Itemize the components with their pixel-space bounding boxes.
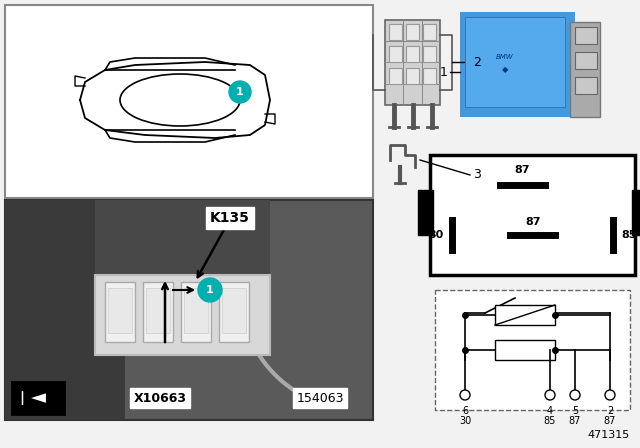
Bar — [430, 155, 635, 275]
Circle shape — [198, 278, 222, 302]
Text: 85: 85 — [621, 230, 636, 240]
Bar — [575, 52, 597, 69]
Ellipse shape — [120, 74, 240, 126]
Bar — [460, 12, 575, 117]
Bar — [570, 22, 600, 117]
Text: 2: 2 — [473, 56, 481, 69]
Circle shape — [460, 390, 470, 400]
Bar — [12, 382, 64, 414]
Text: 3: 3 — [473, 168, 481, 181]
Bar — [105, 282, 135, 342]
Bar — [406, 68, 419, 84]
Bar — [389, 24, 402, 40]
Bar — [435, 290, 630, 410]
Text: 1: 1 — [440, 65, 448, 78]
Text: 1: 1 — [206, 285, 214, 295]
Text: 30: 30 — [459, 416, 471, 426]
Bar — [146, 288, 170, 333]
Text: 87: 87 — [525, 217, 541, 227]
Text: BMW: BMW — [496, 54, 514, 60]
Bar — [575, 27, 597, 44]
Bar — [632, 190, 640, 235]
Circle shape — [605, 390, 615, 400]
Bar — [465, 17, 565, 107]
Bar — [385, 20, 440, 105]
Bar — [5, 200, 125, 420]
Text: 30: 30 — [429, 230, 444, 240]
Bar — [143, 282, 173, 342]
Bar — [5, 200, 373, 420]
Text: 1: 1 — [236, 87, 244, 97]
Text: K135: K135 — [210, 211, 250, 225]
Bar — [222, 288, 246, 333]
Text: 5: 5 — [572, 406, 578, 416]
Text: ◆: ◆ — [502, 65, 508, 74]
Circle shape — [545, 390, 555, 400]
Text: 4: 4 — [547, 406, 553, 416]
Bar — [108, 288, 132, 333]
Bar — [495, 340, 555, 360]
Bar — [184, 288, 208, 333]
Bar — [418, 190, 433, 235]
Text: 6: 6 — [462, 406, 468, 416]
Bar — [423, 46, 436, 62]
Text: 471315: 471315 — [588, 430, 630, 440]
Bar — [95, 275, 270, 355]
Text: 87: 87 — [569, 416, 581, 426]
Circle shape — [570, 390, 580, 400]
Text: ◄: ◄ — [31, 388, 45, 408]
Bar — [389, 68, 402, 84]
Bar — [181, 282, 211, 342]
Bar — [95, 200, 270, 275]
Bar — [406, 24, 419, 40]
Text: 87: 87 — [515, 165, 530, 175]
Bar — [423, 68, 436, 84]
Text: 85: 85 — [544, 416, 556, 426]
Text: X10663: X10663 — [134, 392, 186, 405]
Bar — [423, 24, 436, 40]
Bar — [406, 46, 419, 62]
Text: 87: 87 — [604, 416, 616, 426]
Circle shape — [229, 81, 251, 103]
Bar — [5, 5, 373, 198]
Text: |: | — [19, 391, 24, 405]
Bar — [495, 305, 555, 325]
Text: 154063: 154063 — [296, 392, 344, 405]
Bar — [389, 46, 402, 62]
Bar — [575, 77, 597, 94]
Bar — [219, 282, 249, 342]
Text: 2: 2 — [607, 406, 613, 416]
